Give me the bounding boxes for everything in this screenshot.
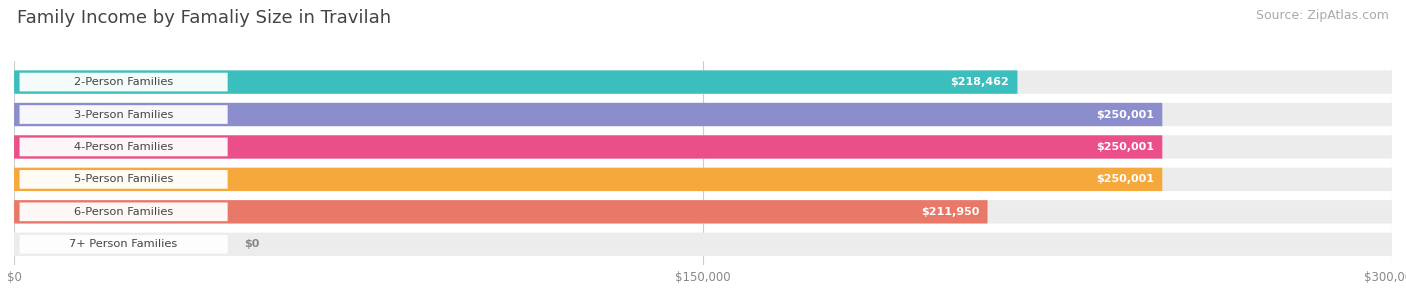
FancyBboxPatch shape: [20, 170, 228, 189]
Text: $211,950: $211,950: [921, 207, 979, 217]
FancyBboxPatch shape: [14, 168, 1163, 191]
FancyBboxPatch shape: [14, 233, 1392, 256]
FancyBboxPatch shape: [14, 70, 1392, 94]
FancyBboxPatch shape: [14, 103, 1163, 126]
FancyBboxPatch shape: [14, 200, 1392, 224]
Text: Family Income by Famaliy Size in Travilah: Family Income by Famaliy Size in Travila…: [17, 9, 391, 27]
FancyBboxPatch shape: [14, 103, 1392, 126]
FancyBboxPatch shape: [14, 168, 1392, 191]
Text: 4-Person Families: 4-Person Families: [75, 142, 173, 152]
FancyBboxPatch shape: [20, 203, 228, 221]
FancyBboxPatch shape: [14, 200, 987, 224]
FancyBboxPatch shape: [14, 135, 1163, 159]
Text: $250,001: $250,001: [1097, 109, 1154, 120]
Text: 5-Person Families: 5-Person Families: [75, 174, 173, 185]
FancyBboxPatch shape: [20, 235, 228, 254]
Text: $0: $0: [245, 239, 260, 249]
FancyBboxPatch shape: [20, 138, 228, 156]
FancyBboxPatch shape: [20, 105, 228, 124]
Text: 3-Person Families: 3-Person Families: [75, 109, 173, 120]
Text: 2-Person Families: 2-Person Families: [75, 77, 173, 87]
Text: $250,001: $250,001: [1097, 142, 1154, 152]
FancyBboxPatch shape: [20, 73, 228, 92]
Text: 6-Person Families: 6-Person Families: [75, 207, 173, 217]
FancyBboxPatch shape: [14, 135, 1392, 159]
Text: $250,001: $250,001: [1097, 174, 1154, 185]
Text: 7+ Person Families: 7+ Person Families: [69, 239, 177, 249]
Text: $218,462: $218,462: [950, 77, 1010, 87]
Text: Source: ZipAtlas.com: Source: ZipAtlas.com: [1256, 9, 1389, 22]
FancyBboxPatch shape: [14, 70, 1018, 94]
